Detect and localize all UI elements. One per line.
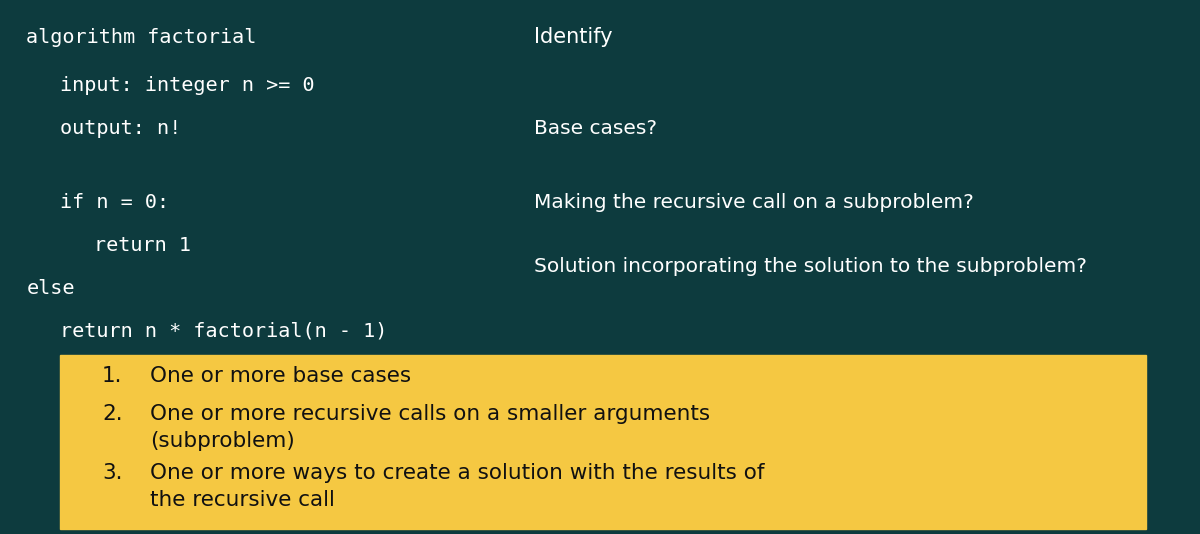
Text: One or more base cases: One or more base cases xyxy=(150,366,412,387)
Text: output: n!: output: n! xyxy=(60,119,181,138)
Text: Identify: Identify xyxy=(534,27,613,48)
Text: else: else xyxy=(26,279,74,298)
Text: One or more ways to create a solution with the results of: One or more ways to create a solution wi… xyxy=(150,462,764,483)
Text: algorithm factorial: algorithm factorial xyxy=(26,28,257,47)
Text: 3.: 3. xyxy=(102,462,122,483)
Text: 2.: 2. xyxy=(102,404,122,424)
Text: input: integer n >= 0: input: integer n >= 0 xyxy=(60,76,314,95)
Text: Making the recursive call on a subproblem?: Making the recursive call on a subproble… xyxy=(534,193,973,213)
Text: Base cases?: Base cases? xyxy=(534,119,658,138)
Text: return n * factorial(n - 1): return n * factorial(n - 1) xyxy=(60,321,388,341)
Text: Solution incorporating the solution to the subproblem?: Solution incorporating the solution to t… xyxy=(534,257,1087,277)
Text: One or more recursive calls on a smaller arguments: One or more recursive calls on a smaller… xyxy=(150,404,710,424)
Text: (subproblem): (subproblem) xyxy=(150,430,295,451)
Text: the recursive call: the recursive call xyxy=(150,490,335,511)
Text: if n = 0:: if n = 0: xyxy=(60,193,169,213)
Text: return 1: return 1 xyxy=(94,236,191,255)
Text: 1.: 1. xyxy=(102,366,122,387)
FancyBboxPatch shape xyxy=(60,355,1146,529)
